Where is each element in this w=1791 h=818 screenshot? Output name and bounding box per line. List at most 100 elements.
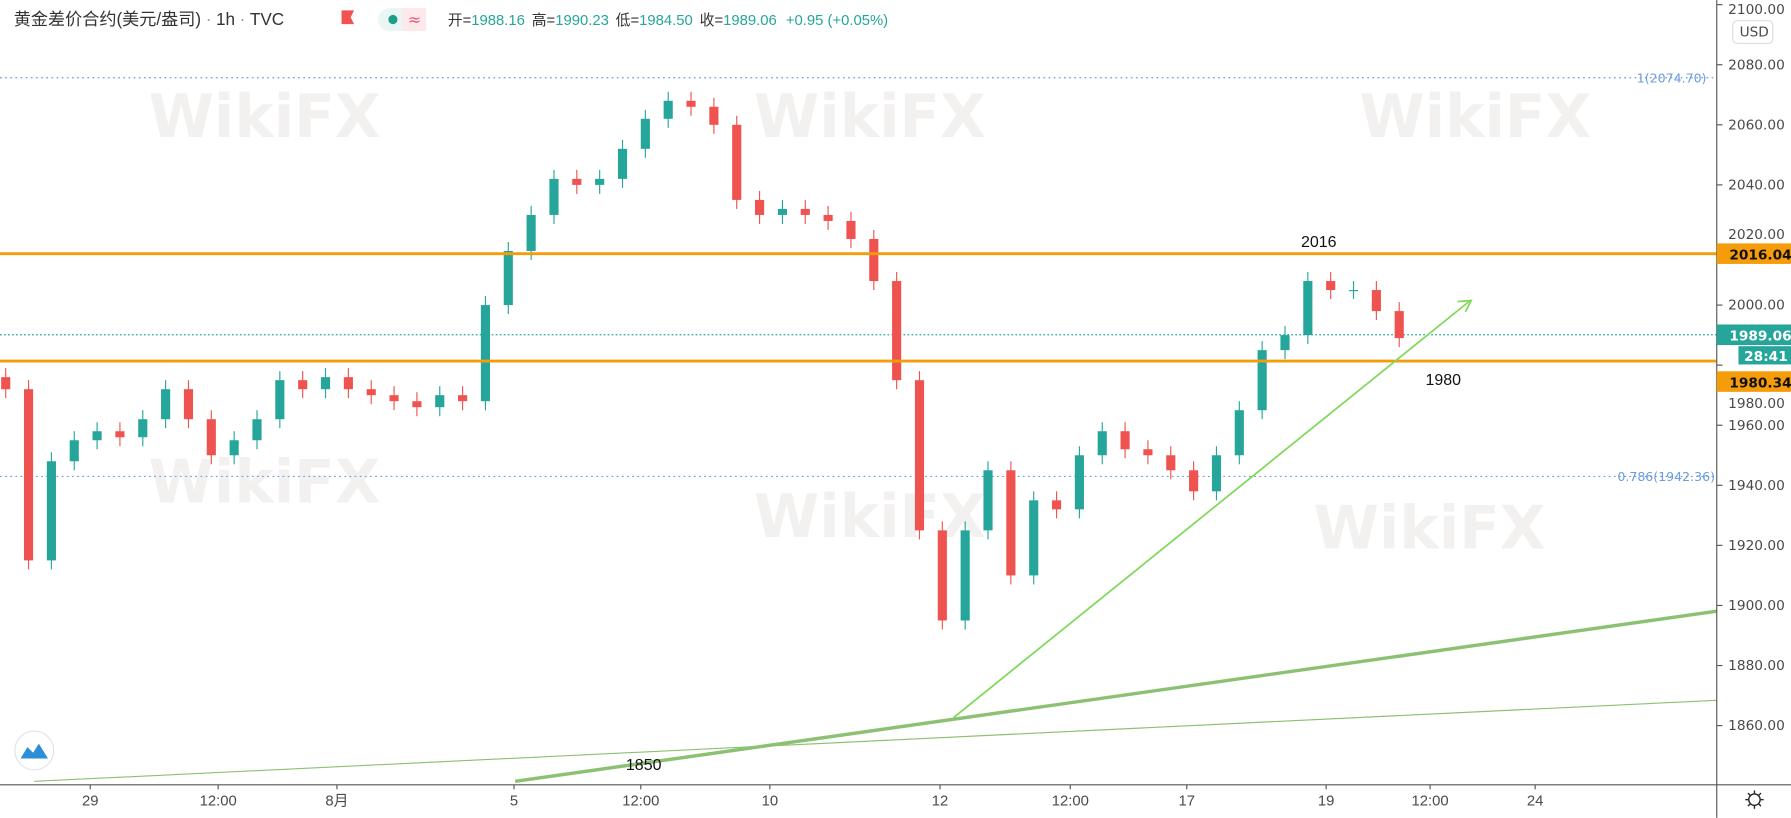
candle-body	[1051, 500, 1062, 510]
symbol-title[interactable]: 黄金差价合约(美元/盎司)	[14, 9, 201, 29]
flag-icon[interactable]	[341, 10, 355, 25]
countdown-text: 28:41	[1744, 349, 1788, 365]
candle	[686, 91, 696, 116]
candle-body	[69, 440, 79, 462]
candle-body	[161, 389, 171, 420]
time-tick-label: 19	[1318, 793, 1335, 809]
high-label: 高=	[532, 12, 556, 29]
support-price-text: 1980.34	[1729, 375, 1791, 391]
candle	[1371, 281, 1381, 321]
candle	[640, 109, 650, 158]
last-price-badge	[1716, 324, 1791, 346]
candle	[869, 229, 879, 291]
thick-trend-line[interactable]	[514, 609, 1717, 784]
price-axis-ticks: 2100.00 2080.00 2060.00 2040.00 2020.00 2000.…	[1716, 2, 1785, 734]
candle-body	[1371, 290, 1381, 312]
currency-button[interactable]	[1732, 20, 1774, 45]
candle-body	[960, 530, 970, 621]
time-tick-label: 12:00	[1412, 793, 1449, 809]
annotation-1850: 1850	[626, 757, 662, 774]
candle	[412, 392, 422, 417]
candle	[1, 368, 11, 399]
candle	[892, 272, 902, 390]
market-open-dot-icon	[388, 14, 398, 25]
candle	[343, 368, 353, 399]
candle-body	[572, 178, 582, 185]
price-tick-label: 1880.00	[1728, 658, 1785, 674]
watermark: WikiFX	[148, 449, 380, 518]
candle	[1051, 491, 1062, 519]
candle	[960, 521, 970, 630]
candle	[1166, 446, 1176, 480]
thin-trend-line[interactable]	[34, 699, 1717, 782]
candle	[435, 386, 445, 417]
candle-body	[1143, 449, 1153, 456]
change-value: +0.95 (+0.05%)	[786, 13, 888, 29]
time-tick-label: 12	[932, 793, 949, 809]
candle	[1211, 446, 1222, 501]
price-tick-label: 2100.00	[1728, 2, 1785, 18]
candle	[1257, 341, 1267, 420]
interval-label[interactable]: 1h	[216, 9, 235, 29]
candle-body	[366, 389, 376, 396]
tradingview-logo-button[interactable]	[14, 730, 55, 771]
candle-body	[298, 380, 308, 390]
candle	[617, 139, 628, 188]
candle	[846, 211, 856, 248]
candle-body	[800, 208, 810, 215]
candle-body	[1303, 281, 1313, 336]
candle	[1029, 491, 1039, 585]
time-tick-label: 12:00	[200, 793, 237, 809]
candle	[298, 371, 308, 399]
candle	[572, 169, 582, 194]
close-label: 收=	[700, 12, 723, 29]
candle-body	[617, 148, 628, 179]
price-axis[interactable]	[1716, 0, 1791, 818]
uptrend-line[interactable]	[953, 300, 1470, 719]
candle	[526, 205, 536, 260]
candle	[480, 296, 491, 411]
separator: ·	[240, 9, 246, 29]
watermark: WikiFX	[148, 83, 380, 152]
candle	[138, 410, 148, 447]
candle	[800, 199, 810, 224]
countdown-badge	[1738, 346, 1791, 365]
time-axis-ticks: 29 12:00 8月 5 12:00 10 12 12:00 17 19 12:00 24	[82, 784, 1543, 809]
candle	[458, 386, 468, 411]
candle-body	[549, 178, 559, 215]
candle	[389, 386, 399, 411]
candle-body	[46, 461, 56, 561]
resistance-price-text: 2016.04	[1729, 247, 1791, 263]
annotation-1980: 1980	[1425, 372, 1461, 389]
settings-gear-icon[interactable]	[1745, 790, 1764, 809]
candle	[320, 368, 331, 399]
time-tick-label: 8月	[325, 793, 348, 809]
candle-body	[229, 440, 239, 456]
price-tick-label: 2040.00	[1728, 177, 1785, 193]
candle	[1326, 272, 1336, 300]
candle-body	[23, 389, 34, 561]
candle	[161, 380, 171, 429]
open-label: 开=	[448, 13, 472, 29]
time-axis[interactable]	[0, 786, 1717, 818]
candle	[663, 91, 673, 128]
candle	[23, 380, 34, 570]
header-status-group: ≈ 开=1988.16 高=1990.23 低=1984.50 收=1989.06 +0…	[341, 8, 888, 31]
candle-body	[709, 106, 719, 125]
close-value: 1989.06	[723, 13, 777, 29]
time-tick-label: 12:00	[1052, 793, 1089, 809]
candle	[777, 199, 787, 224]
candle-body	[1074, 455, 1084, 510]
watermark: WikiFX	[754, 83, 986, 152]
currency-label: USD	[1740, 25, 1769, 41]
candle-body	[1097, 431, 1107, 456]
candle	[1006, 461, 1016, 585]
candle-body	[275, 380, 285, 420]
low-label: 低=	[616, 12, 640, 29]
candle	[1189, 461, 1199, 501]
support-price-badge	[1716, 371, 1791, 392]
watermark: WikiFX	[1359, 83, 1591, 152]
candle-body	[1257, 350, 1267, 411]
candle	[1120, 422, 1130, 459]
